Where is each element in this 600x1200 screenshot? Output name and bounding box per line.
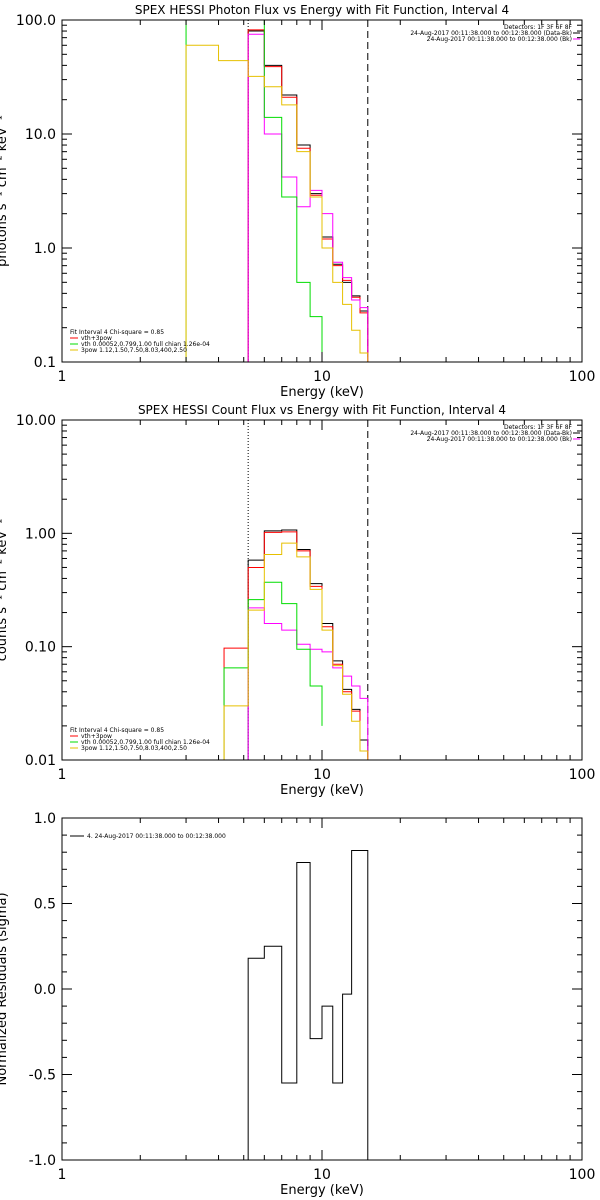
legend-text: Fit Interval 4 Chi-square = 0.85 — [70, 329, 164, 336]
series-line-bk — [247, 607, 369, 760]
y-tick-label: -0.5 — [29, 1068, 56, 1084]
legend-text: vth 0.00052,0.799,1.00 full chian 1.26e-… — [81, 341, 210, 348]
series-line-bk — [247, 33, 369, 362]
series-line-3pow — [223, 542, 369, 760]
x-axis-label: Energy (keV) — [280, 783, 364, 798]
legend-text: vth 0.00052,0.799,1.00 full chian 1.26e-… — [81, 739, 210, 746]
header-text-line: Detectors: 1F 3F 6F 8F — [504, 24, 573, 31]
x-tick-label: 100 — [569, 1167, 596, 1183]
legend-text: 3pow 1.12,1.50,7.50,8.03,400,2.50 — [81, 347, 187, 354]
series-group — [247, 849, 369, 1160]
header-text-line: 24-Aug-2017 00:11:38.000 to 00:12:38.000… — [427, 36, 572, 43]
header-text-line: Detectors: 1F 3F 6F 8F — [504, 424, 573, 431]
x-tick-label: 1 — [58, 369, 67, 385]
series-line-vth-3pow — [247, 29, 369, 362]
y-axis-label: photons s⁻¹ cm⁻² keV⁻¹ — [0, 115, 10, 267]
chart-panel-3: 1 10 100 -1.0 -0.5 0.0 0.5 1.0 Energy (keV) Norma… — [0, 811, 595, 1198]
legend-text: Fit Interval 4 Chi-square = 0.85 — [70, 727, 164, 734]
x-tick-label: 10 — [313, 767, 331, 783]
y-tick-label: 1.0 — [34, 811, 56, 827]
legend-text: 4. 24-Aug-2017 00:11:38.000 to 00:12:38.… — [87, 833, 226, 840]
chart-title: SPEX HESSI Photon Flux vs Energy with Fi… — [135, 3, 509, 17]
legend-text: vth+3pow — [81, 335, 112, 342]
y-tick-label: 1.00 — [25, 526, 56, 542]
y-tick-label: 10.00 — [16, 413, 56, 429]
series-line-vth — [185, 20, 323, 362]
x-tick-label: 1 — [58, 1167, 67, 1183]
legend-text: vth+3pow — [81, 733, 112, 740]
series-line-vth-3pow — [223, 531, 369, 760]
y-tick-label: 1.0 — [34, 241, 56, 257]
header-text-line: 24-Aug-2017 00:11:38.000 to 00:12:38.000… — [410, 30, 572, 37]
y-tick-label: 0.10 — [25, 640, 56, 656]
series-group — [185, 20, 369, 362]
series-line-3pow — [185, 44, 369, 362]
header-text-line: 24-Aug-2017 00:11:38.000 to 00:12:38.000… — [427, 436, 572, 443]
chart-panel-1: SPEX HESSI Photon Flux vs Energy with Fi… — [0, 3, 595, 400]
y-tick-label: 0.5 — [34, 897, 56, 913]
series-line-data-bk — [247, 529, 369, 760]
plot-frame — [61, 817, 583, 1161]
x-tick-label: 10 — [313, 369, 331, 385]
legend-text: 3pow 1.12,1.50,7.50,8.03,400,2.50 — [81, 745, 187, 752]
y-tick-label: 100.0 — [16, 13, 56, 29]
y-axis-label: Normalized Residuals (sigma) — [0, 892, 10, 1085]
y-axis-label: counts s⁻¹ cm⁻² keV⁻¹ — [0, 519, 10, 662]
x-tick-label: 100 — [569, 369, 596, 385]
x-tick-label: 100 — [569, 767, 596, 783]
chart-title: SPEX HESSI Count Flux vs Energy with Fit… — [138, 403, 506, 417]
series-group — [223, 529, 369, 760]
y-tick-label: -1.0 — [29, 1153, 56, 1169]
x-tick-label: 1 — [58, 767, 67, 783]
series-line-data-bk — [247, 30, 369, 362]
series-line-vth — [223, 581, 323, 760]
x-tick-label: 10 — [313, 1167, 331, 1183]
y-tick-label: 0.1 — [34, 355, 56, 371]
y-tick-label: 0.0 — [34, 982, 56, 998]
y-tick-label: 10.0 — [25, 127, 56, 143]
header-text-line: 24-Aug-2017 00:11:38.000 to 00:12:38.000… — [410, 430, 572, 437]
x-axis-label: Energy (keV) — [280, 385, 364, 400]
x-axis-label: Energy (keV) — [280, 1183, 364, 1198]
chart-panel-2: SPEX HESSI Count Flux vs Energy with Fit… — [0, 403, 595, 798]
y-tick-label: 0.01 — [25, 753, 56, 769]
series-line-4-24-aug-2017-00-11-38-000-to-00-12-38-000 — [247, 849, 369, 1160]
